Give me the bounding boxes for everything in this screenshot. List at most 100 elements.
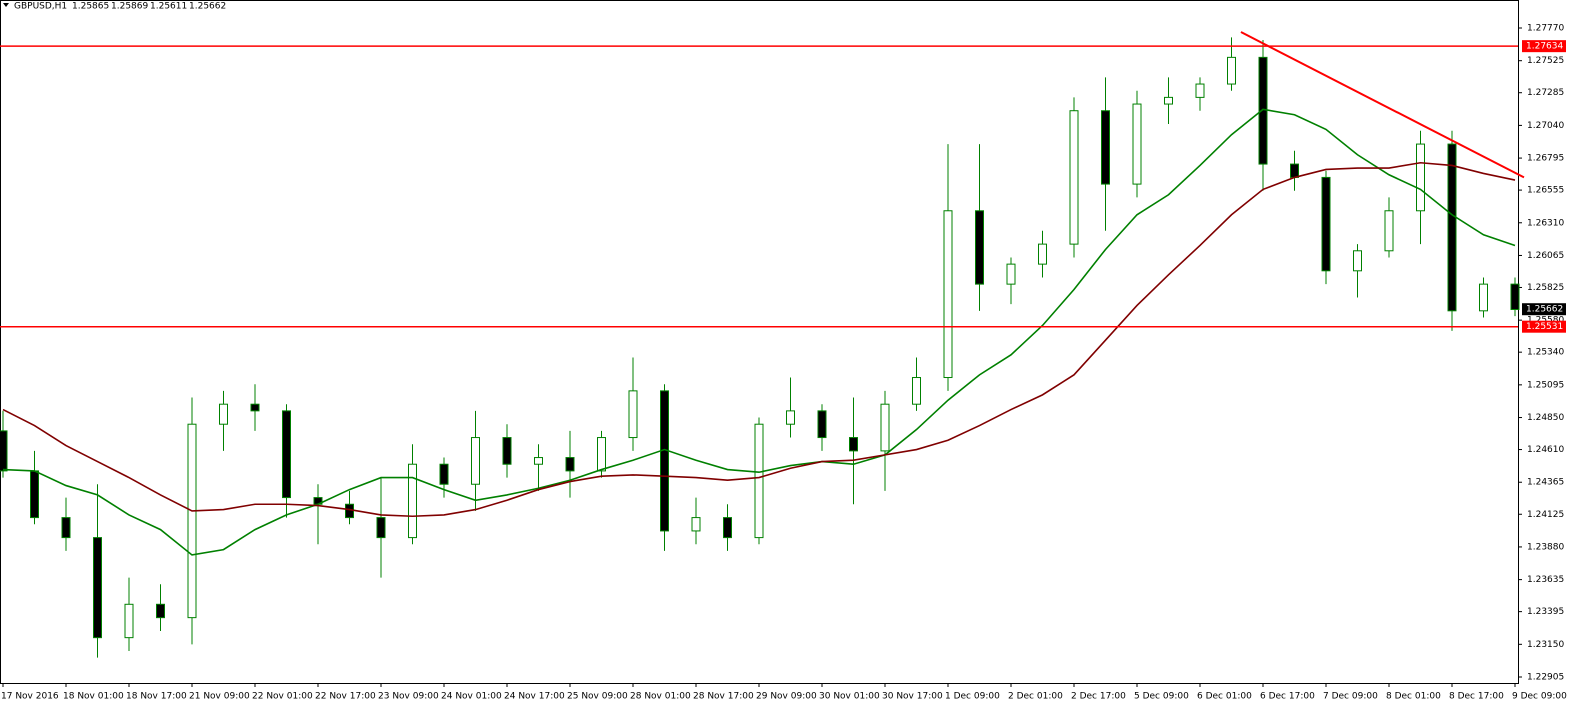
candle-body — [1132, 103, 1142, 185]
candle-body — [628, 390, 638, 439]
candle-body — [1290, 163, 1299, 178]
candle-body — [565, 457, 575, 472]
x-tick-label: 1 Dec 09:00 — [945, 692, 1000, 702]
candle-body — [124, 603, 134, 639]
x-tick-label: 2 Dec 17:00 — [1071, 692, 1126, 702]
x-tick-label: 17 Nov 2016 — [1, 692, 59, 702]
level-price-box — [1522, 320, 1566, 333]
candle-body — [975, 210, 984, 285]
candle-body — [912, 377, 921, 405]
x-tick-label: 25 Nov 09:00 — [567, 692, 628, 702]
y-tick-label: 1.27770 — [1527, 24, 1564, 34]
y-tick-label: 1.27285 — [1527, 88, 1564, 98]
header-quote: 1.25869 — [111, 2, 148, 12]
candle-body — [754, 423, 764, 539]
y-tick-label: 1.24125 — [1527, 510, 1564, 520]
y-tick-label: 1.26555 — [1527, 186, 1564, 196]
x-tick-label: 29 Nov 09:00 — [756, 692, 817, 702]
current-price-box — [1522, 303, 1566, 316]
candle-body — [723, 517, 732, 539]
x-tick-label: 9 Dec 09:00 — [1512, 692, 1567, 702]
y-tick-label: 1.24365 — [1527, 478, 1564, 488]
candle-body — [597, 437, 606, 472]
candle-body — [282, 410, 291, 499]
y-tick-label: 1.25340 — [1527, 348, 1564, 358]
candle-body — [1510, 283, 1520, 310]
candle-body — [1416, 143, 1425, 212]
moving-average — [2, 108, 1516, 556]
x-tick-label: 5 Dec 09:00 — [1134, 692, 1189, 702]
candle-body — [1321, 176, 1331, 272]
candle-body — [30, 470, 39, 519]
y-tick-label: 1.25825 — [1527, 283, 1564, 293]
y-tick-label: 1.23395 — [1527, 607, 1564, 617]
candle-body — [1384, 210, 1394, 252]
x-tick-label: 24 Nov 17:00 — [504, 692, 565, 702]
y-tick-label: 1.26310 — [1527, 218, 1564, 228]
x-tick-label: 30 Nov 17:00 — [882, 692, 943, 702]
candle-body — [61, 517, 71, 539]
menu-arrow[interactable] — [3, 3, 9, 7]
candle-body — [534, 457, 543, 465]
y-tick-label: 1.26065 — [1527, 251, 1564, 261]
x-tick-label: 7 Dec 09:00 — [1323, 692, 1378, 702]
candle-body — [943, 210, 953, 379]
y-tick-label: 1.27040 — [1527, 121, 1564, 131]
y-tick-label: 1.25580 — [1527, 316, 1564, 326]
candle-body — [786, 410, 795, 425]
y-tick-label: 1.26795 — [1527, 154, 1564, 164]
candle-body — [156, 603, 165, 619]
symbol: GBPUSD,H1 — [14, 2, 67, 12]
candle-body — [1479, 283, 1488, 312]
candle-body — [849, 437, 858, 452]
candle-body — [660, 390, 669, 532]
candle-body — [1353, 250, 1362, 272]
candle-body — [817, 410, 827, 439]
x-tick-label: 28 Nov 17:00 — [693, 692, 754, 702]
header-quote: 1.25662 — [189, 2, 226, 12]
x-tick-label: 18 Nov 17:00 — [126, 692, 187, 702]
candle-body — [1164, 96, 1173, 105]
x-tick-label: 6 Dec 01:00 — [1197, 692, 1252, 702]
x-tick-label: 6 Dec 17:00 — [1260, 692, 1315, 702]
candle-body — [1069, 110, 1079, 245]
candle-body — [187, 423, 197, 619]
candle-body — [376, 517, 386, 539]
y-tick-label: 1.24850 — [1527, 413, 1564, 423]
level-price: 1.25531 — [1526, 322, 1563, 332]
x-tick-label: 22 Nov 17:00 — [315, 692, 376, 702]
moving-average — [2, 161, 1516, 518]
candle-body — [471, 437, 480, 485]
candle-body — [0, 430, 8, 472]
x-tick-label: 22 Nov 01:00 — [252, 692, 313, 702]
level-price-box — [1522, 40, 1566, 53]
candle-body — [1447, 143, 1457, 312]
y-tick-label: 1.24610 — [1527, 445, 1564, 455]
y-tick-label: 1.23150 — [1527, 640, 1564, 650]
y-tick-label: 1.23880 — [1527, 542, 1564, 552]
candle-body — [408, 463, 417, 539]
y-tick-label: 1.25095 — [1527, 380, 1564, 390]
candle-body — [250, 403, 260, 412]
x-tick-label: 28 Nov 01:00 — [630, 692, 691, 702]
level-price: 1.27634 — [1526, 42, 1563, 52]
candle-body — [1006, 263, 1016, 285]
y-tick-label: 1.22905 — [1527, 672, 1564, 682]
x-tick-label: 21 Nov 09:00 — [189, 692, 250, 702]
x-tick-label: 18 Nov 01:00 — [63, 692, 124, 702]
candle-body — [1227, 56, 1236, 85]
y-tick-label: 1.23635 — [1527, 575, 1564, 585]
header-quote: 1.25611 — [150, 2, 187, 12]
x-tick-label: 8 Dec 17:00 — [1449, 692, 1504, 702]
candle-body — [691, 517, 701, 532]
candle-body — [502, 437, 512, 465]
trendline — [1240, 31, 1525, 179]
x-tick-label: 8 Dec 01:00 — [1386, 692, 1441, 702]
candle-body — [1038, 243, 1047, 265]
x-tick-label: 2 Dec 01:00 — [1008, 692, 1063, 702]
x-tick-label: 23 Nov 09:00 — [378, 692, 439, 702]
candle-body — [880, 403, 890, 452]
x-tick-label: 30 Nov 01:00 — [819, 692, 880, 702]
candle-body — [1195, 83, 1205, 98]
